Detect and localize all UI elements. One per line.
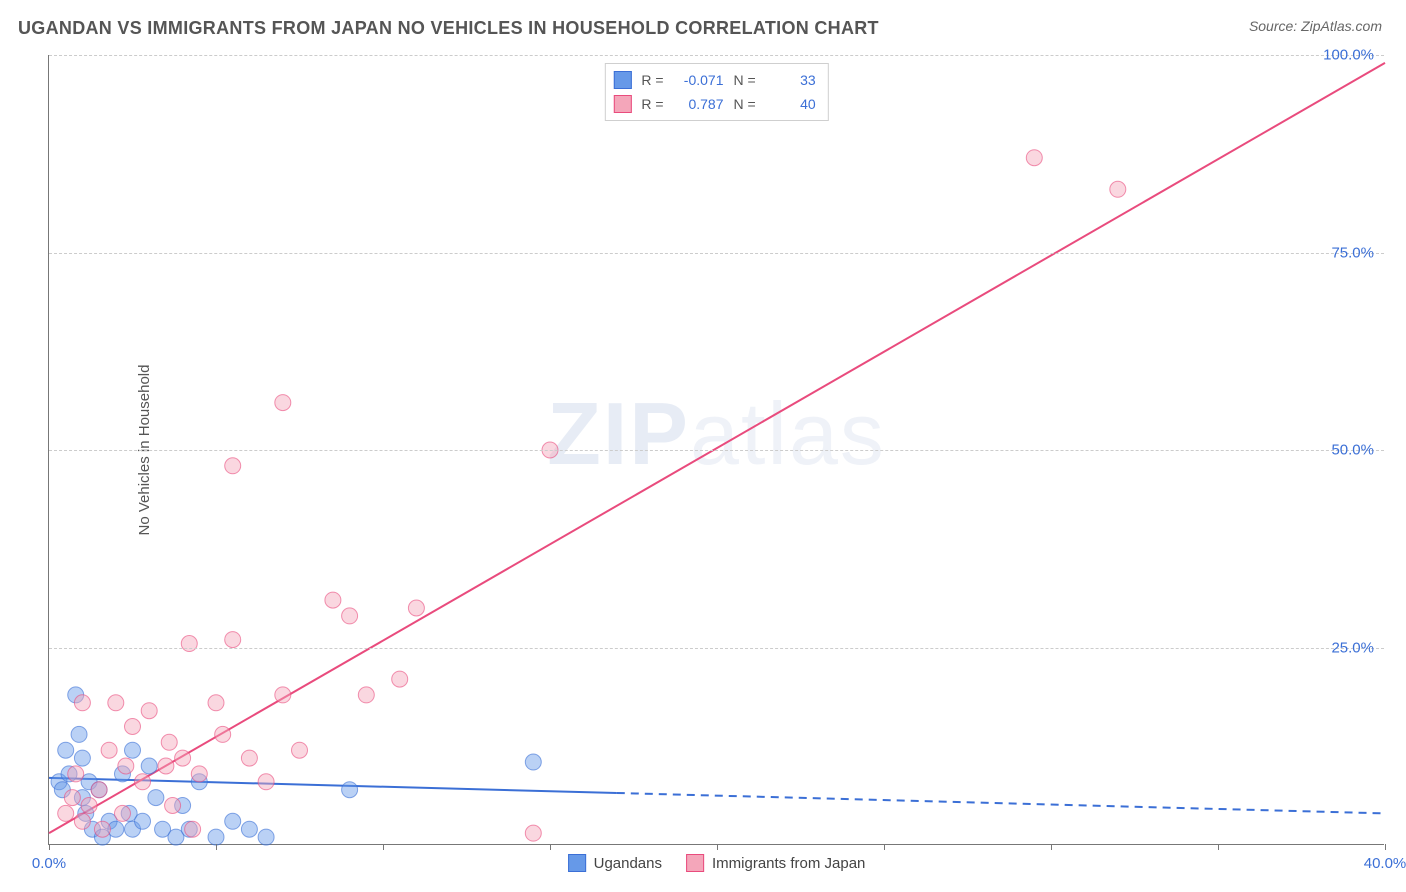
- point-japan: [114, 805, 130, 821]
- gridline: [49, 55, 1384, 56]
- point-ugandans: [74, 750, 90, 766]
- swatch-ugandans: [568, 854, 586, 872]
- point-japan: [225, 458, 241, 474]
- x-tick: [1218, 844, 1219, 850]
- gridline: [49, 253, 1384, 254]
- point-ugandans: [148, 790, 164, 806]
- point-japan: [275, 687, 291, 703]
- x-tick: [49, 844, 50, 850]
- point-japan: [191, 766, 207, 782]
- legend-item-ugandans: Ugandans: [568, 854, 662, 872]
- gridline: [49, 648, 1384, 649]
- point-japan: [68, 766, 84, 782]
- legend-item-japan: Immigrants from Japan: [686, 854, 865, 872]
- point-japan: [81, 798, 97, 814]
- point-japan: [392, 671, 408, 687]
- point-japan: [408, 600, 424, 616]
- point-ugandans: [141, 758, 157, 774]
- x-tick: [383, 844, 384, 850]
- point-ugandans: [125, 742, 141, 758]
- point-japan: [185, 821, 201, 837]
- x-tick: [216, 844, 217, 850]
- point-japan: [125, 719, 141, 735]
- point-japan: [64, 790, 80, 806]
- point-ugandans: [225, 813, 241, 829]
- point-japan: [101, 742, 117, 758]
- point-ugandans: [208, 829, 224, 845]
- point-japan: [91, 782, 107, 798]
- x-tick-label: 0.0%: [32, 855, 66, 872]
- point-japan: [292, 742, 308, 758]
- point-japan: [135, 774, 151, 790]
- plot-area: No Vehicles in Household ZIPatlas R = -0…: [48, 55, 1384, 845]
- point-japan: [358, 687, 374, 703]
- x-tick: [884, 844, 885, 850]
- point-japan: [258, 774, 274, 790]
- trendline-dashed-ugandans: [617, 793, 1385, 813]
- y-tick-label: 75.0%: [1331, 244, 1374, 261]
- gridline: [49, 450, 1384, 451]
- point-japan: [165, 798, 181, 814]
- series-legend: Ugandans Immigrants from Japan: [568, 854, 866, 872]
- x-tick: [550, 844, 551, 850]
- x-tick: [1385, 844, 1386, 850]
- point-japan: [94, 821, 110, 837]
- point-japan: [241, 750, 257, 766]
- source-attribution: Source: ZipAtlas.com: [1249, 18, 1382, 34]
- point-japan: [58, 805, 74, 821]
- point-japan: [275, 395, 291, 411]
- point-japan: [208, 695, 224, 711]
- y-tick-label: 25.0%: [1331, 639, 1374, 656]
- y-tick-label: 100.0%: [1323, 47, 1374, 64]
- point-japan: [108, 695, 124, 711]
- x-tick-label: 40.0%: [1364, 855, 1406, 872]
- point-japan: [342, 608, 358, 624]
- point-japan: [175, 750, 191, 766]
- trendline-japan: [49, 63, 1385, 833]
- chart-title: UGANDAN VS IMMIGRANTS FROM JAPAN NO VEHI…: [18, 18, 879, 39]
- series-label-japan: Immigrants from Japan: [712, 855, 865, 872]
- point-ugandans: [241, 821, 257, 837]
- point-japan: [181, 636, 197, 652]
- x-tick: [717, 844, 718, 850]
- point-japan: [1026, 150, 1042, 166]
- point-japan: [141, 703, 157, 719]
- trendline-ugandans: [49, 778, 617, 793]
- swatch-japan: [686, 854, 704, 872]
- point-ugandans: [58, 742, 74, 758]
- point-ugandans: [342, 782, 358, 798]
- point-japan: [1110, 181, 1126, 197]
- point-japan: [225, 632, 241, 648]
- x-tick: [1051, 844, 1052, 850]
- point-ugandans: [258, 829, 274, 845]
- point-ugandans: [71, 726, 87, 742]
- point-japan: [525, 825, 541, 841]
- point-ugandans: [525, 754, 541, 770]
- point-ugandans: [135, 813, 151, 829]
- point-japan: [158, 758, 174, 774]
- point-japan: [215, 726, 231, 742]
- series-label-ugandans: Ugandans: [594, 855, 662, 872]
- point-japan: [161, 734, 177, 750]
- point-japan: [118, 758, 134, 774]
- y-tick-label: 50.0%: [1331, 442, 1374, 459]
- point-japan: [325, 592, 341, 608]
- point-japan: [74, 813, 90, 829]
- point-japan: [74, 695, 90, 711]
